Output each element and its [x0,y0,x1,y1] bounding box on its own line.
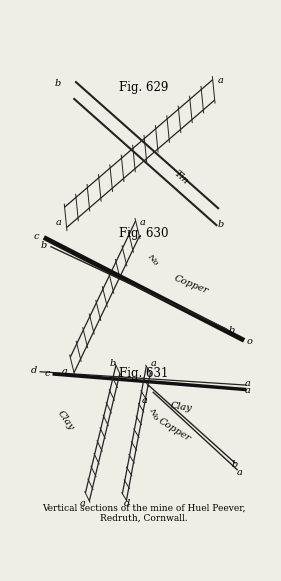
Text: No: No [146,253,160,267]
Text: a: a [237,468,243,477]
Text: Fig. 629: Fig. 629 [119,81,169,94]
Text: a: a [62,367,68,376]
Text: d: d [31,366,37,375]
Text: Clay: Clay [169,401,192,414]
Text: a: a [80,499,86,508]
Text: b: b [41,241,47,250]
Text: b: b [55,78,61,88]
Text: a: a [218,76,224,85]
Text: Copper: Copper [172,274,209,295]
Text: Tin: Tin [172,168,190,186]
Text: c: c [34,232,39,241]
Text: a: a [244,386,250,396]
Text: Copper: Copper [157,417,192,443]
Text: Fig. 631: Fig. 631 [119,367,169,380]
Text: a: a [141,396,147,406]
Text: b: b [231,460,237,469]
Text: o: o [246,337,252,346]
Text: b: b [218,220,224,229]
Text: b: b [110,359,116,368]
Text: c: c [45,368,50,378]
Text: a: a [140,218,146,227]
Text: a: a [55,218,61,227]
Text: Fig. 630: Fig. 630 [119,227,169,240]
Text: Vertical sections of the mine of Huel Peever,
Redruth, Cornwall.: Vertical sections of the mine of Huel Pe… [42,504,246,523]
Text: Clay: Clay [56,409,76,432]
Text: b: b [229,325,235,335]
Text: d: d [123,499,130,508]
Text: No: No [148,407,160,421]
Text: a: a [151,359,157,368]
Text: a: a [244,379,250,388]
